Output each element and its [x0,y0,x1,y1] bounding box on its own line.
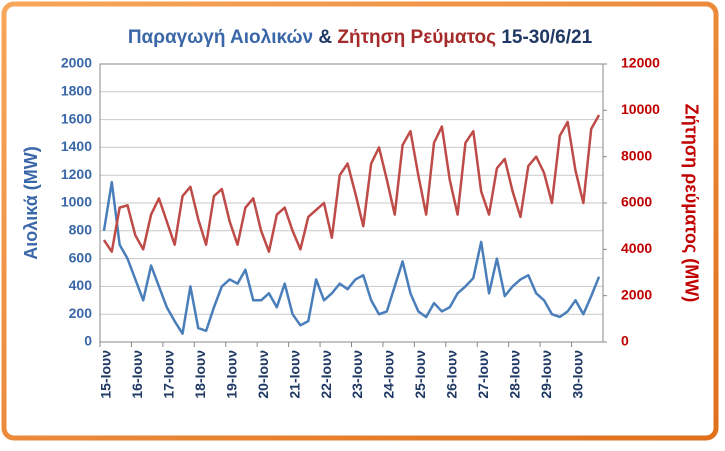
x-tick-label: 30-Ιουν [569,350,585,399]
x-tick-label: 21-Ιουν [286,350,302,399]
y-tick-label: 1800 [61,83,92,99]
x-tick-label: 26-Ιουν [444,350,460,399]
chart-title: Παραγωγή Αιολικών & Ζήτηση Ρεύματος 15-3… [128,27,593,48]
x-tick-label: 23-Ιουν [349,350,365,399]
series-line [102,180,601,335]
x-tick-label: 22-Ιουν [318,350,334,399]
y-tick-label: 1600 [61,110,92,126]
x-tick-label: 18-Ιουν [192,350,208,399]
series-line [102,114,601,253]
y2-tick-label: 4000 [621,240,652,256]
y-tick-label: 1400 [61,138,92,154]
y2-tick-label: 8000 [621,147,652,163]
y-tick-label: 200 [69,305,93,321]
y2-tick-label: 12000 [621,55,660,71]
y-tick-label: 0 [84,333,92,349]
x-tick-label: 16-Ιουν [129,350,145,399]
x-tick-label: 24-Ιουν [381,350,397,399]
x-tick-label: 27-Ιουν [475,350,491,399]
title-part: 15-30/6/21 [501,27,592,48]
title-part: Παραγωγή Αιολικών [128,27,313,48]
x-tick-label: 19-Ιουν [223,350,239,399]
y-tick-label: 400 [69,277,93,293]
y-tick-label: 2000 [61,55,92,71]
title-part: Ζήτηση Ρεύματος [337,27,496,48]
y2-tick-label: 6000 [621,194,652,210]
x-tick-label: 17-Ιουν [161,350,177,399]
y2-tick-label: 2000 [621,286,652,302]
y-tick-label: 1200 [61,166,92,182]
y-axis-title: Αιολικά (MW) [21,146,41,259]
y-tick-label: 1000 [61,194,92,210]
y2-tick-label: 0 [621,333,629,349]
x-tick-label: 29-Ιουν [538,350,554,399]
x-tick-label: 20-Ιουν [255,350,271,399]
x-tick-label: 25-Ιουν [412,350,428,399]
x-tick-label: 15-Ιουν [98,350,114,399]
y-tick-label: 800 [69,222,93,238]
y2-axis-title: Ζήτηση ρεύματος (MW) [681,104,701,302]
x-tick-label: 28-Ιουν [506,350,522,399]
title-part: & [318,27,332,48]
y-tick-label: 600 [69,249,93,265]
y2-tick-label: 10000 [621,101,660,117]
